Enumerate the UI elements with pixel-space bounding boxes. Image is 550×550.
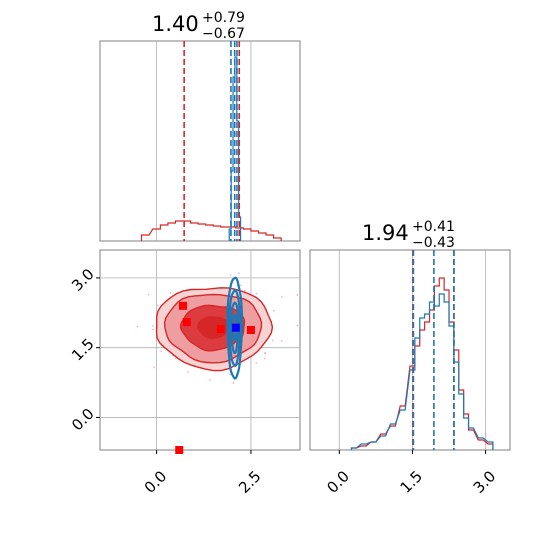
bl-scatter-point: [156, 304, 159, 307]
panel-top-left: 1.40 +0.79 −0.67: [99, 10, 301, 242]
panel-bottom-left: 0.0 2.5 0.0 1.5 3.0: [68, 249, 301, 497]
panel-bottom-right-title-plus: +0.41: [412, 219, 455, 235]
bl-scatter-point: [271, 339, 274, 342]
bl-scatter-point: [136, 325, 139, 328]
bl-scatter-point: [229, 373, 231, 376]
panel-top-left-frame: [99, 40, 301, 242]
bl-scatter-point: [296, 294, 299, 296]
panel-bottom-right-quantiles: [412, 250, 455, 450]
bl-scatter-point: [296, 324, 299, 327]
panel-top-left-histograms: [140, 56, 282, 241]
panel-top-left-grid: [156, 41, 252, 241]
br-hist-series-1: [350, 293, 494, 450]
bl-scatter-point: [232, 382, 235, 384]
bl-marker-red: [182, 318, 191, 327]
bl-contour-blue-level: [230, 301, 240, 355]
bl-scatter-point: [152, 328, 154, 331]
bl-marker-red: [175, 446, 184, 454]
bl-scatter-point: [160, 350, 163, 353]
br-hist-series-0: [350, 277, 494, 450]
panel-bottom-right-frame: [309, 249, 511, 451]
bl-scatter-point: [255, 361, 258, 364]
bl-scatter-point: [273, 309, 276, 312]
bl-scatter-point: [255, 292, 258, 295]
bl-marker-red: [246, 326, 255, 334]
bl-scatter-point: [243, 290, 246, 292]
bl-ytick-label: 3.0: [68, 265, 98, 295]
panel-bottom-right-title-value: 1.94: [362, 221, 409, 245]
panel-bottom-right-title-minus: −0.43: [412, 235, 455, 251]
panel-bottom-right-xticks: 0.0 1.5 3.0: [323, 450, 499, 497]
panel-top-left-title-plus: +0.79: [202, 10, 245, 26]
tl-hist-series-0: [140, 220, 282, 241]
panel-bottom-right-title: 1.94: [362, 221, 409, 245]
br-xtick-label: 3.0: [470, 467, 500, 497]
panel-bottom-left-markers: [175, 301, 255, 454]
bl-scatter-point: [239, 284, 242, 287]
bl-contour-blue-level: [228, 288, 242, 368]
panel-top-left-title: 1.40: [152, 12, 199, 36]
bl-marker-blue: [231, 323, 240, 332]
bl-scatter-point: [280, 339, 283, 342]
bl-xtick-label: 0.0: [141, 467, 171, 497]
bl-scatter-point: [280, 296, 283, 298]
bl-scatter-point: [229, 273, 232, 276]
bl-scatter-point: [237, 272, 240, 275]
bl-scatter-point: [263, 352, 266, 355]
bl-scatter-point: [153, 366, 155, 369]
bl-scatter-point: [147, 293, 150, 296]
bl-scatter-point: [208, 379, 211, 381]
panel-top-left-title-minus: −0.67: [202, 26, 245, 42]
panel-top-left-title-value: 1.40: [152, 12, 199, 36]
bl-ytick-label: 1.5: [68, 335, 98, 365]
bl-scatter-point: [152, 324, 154, 327]
br-xtick-label: 1.5: [397, 467, 427, 497]
panel-bottom-right-histograms: [350, 277, 494, 450]
bl-ytick-label: 0.0: [68, 405, 98, 435]
tl-blue-hist-series-0: [228, 56, 242, 241]
br-xtick-label: 0.0: [323, 467, 353, 497]
panel-bottom-left-yticks: 0.0 1.5 3.0: [68, 265, 100, 434]
panel-bottom-left-xticks: 0.0 2.5: [141, 450, 265, 497]
bl-contour-blue-level: [226, 276, 244, 380]
bl-scatter-point: [169, 292, 172, 294]
bl-marker-red: [179, 301, 188, 310]
bl-marker-red: [216, 325, 225, 334]
bl-scatter-point: [263, 357, 266, 360]
panel-bottom-right: 0.0 1.5 3.0 1.94 +0.41 −0.43: [309, 219, 511, 497]
bl-xtick-label: 2.5: [235, 467, 265, 497]
bl-scatter-point: [187, 371, 189, 373]
panel-top-left-quantiles: [183, 41, 241, 241]
